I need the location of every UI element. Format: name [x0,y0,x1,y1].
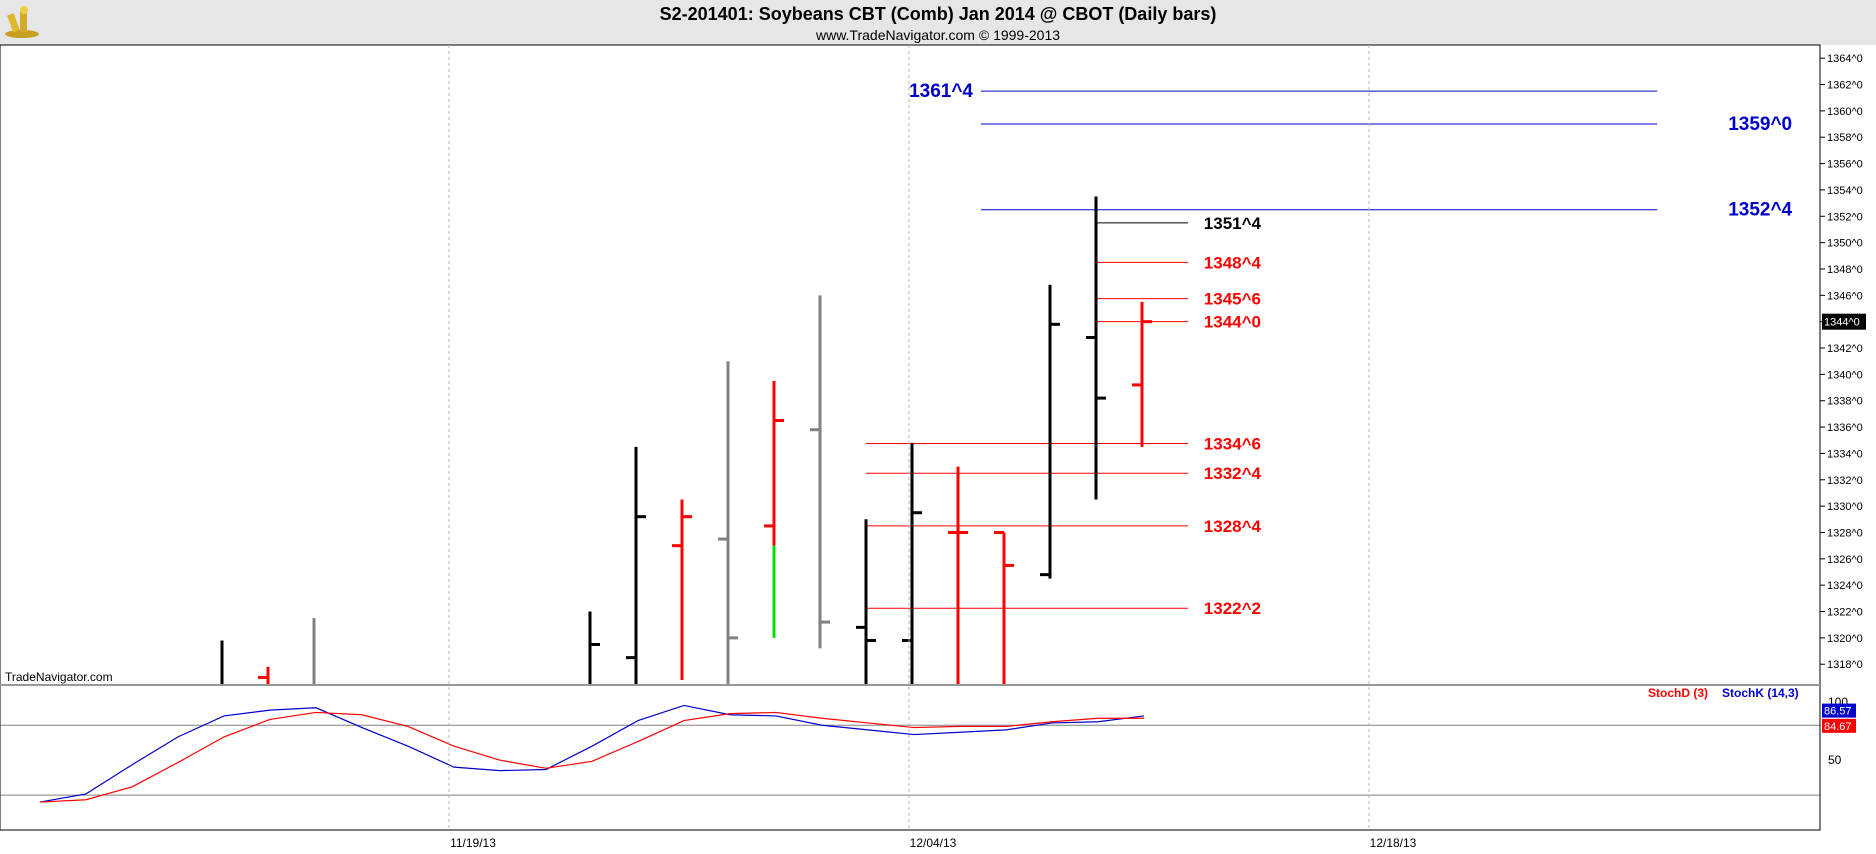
y-tick-label: 1318^0 [1827,659,1863,671]
stoch-value-badge [1822,703,1856,718]
level-label: 1348^4 [1204,253,1262,272]
stoch-y-tick-label: 50 [1828,753,1842,767]
y-tick-label: 1342^0 [1827,343,1863,355]
header-bar [0,0,1876,45]
stoch-value-label: 84.67 [1824,721,1852,733]
legend-stochk: StochK (14,3) [1722,686,1799,700]
y-tick-label: 1350^0 [1827,238,1863,250]
x-tick-label: 11/19/13 [450,836,496,850]
level-label: 1332^4 [1204,464,1262,483]
y-tick-label: 1324^0 [1827,580,1863,592]
y-tick-label: 1360^0 [1827,106,1863,118]
chart-subtitle: www.TradeNavigator.com © 1999-2013 [815,27,1060,43]
chart-title: S2-201401: Soybeans CBT (Comb) Jan 2014 … [660,4,1217,24]
series-line-stochk [39,704,1145,803]
y-tick-label: 1328^0 [1827,527,1863,539]
y-tick-label: 1326^0 [1827,554,1863,566]
y-tick-label: 1348^0 [1827,264,1863,276]
y-tick-label: 1320^0 [1827,633,1863,645]
x-tick-label: 12/18/13 [1370,836,1417,850]
y-tick-label: 1356^0 [1827,159,1863,171]
y-tick-label: 1352^0 [1827,211,1863,223]
level-label: 1328^4 [1204,517,1262,536]
level-label: 1359^0 [1728,114,1792,135]
watermark: TradeNavigator.com [5,670,113,684]
axes: 11/19/13 12/04/13 12/18/13 1318^0 1320^0 1322… [0,44,1866,850]
stoch-value-label: 86.57 [1824,706,1852,718]
y-tick-label: 1362^0 [1827,80,1863,92]
current-price-badge [1822,313,1866,330]
y-tick-label: 1336^0 [1827,422,1863,434]
y-tick-label: 1334^0 [1827,448,1863,460]
current-price-label: 1344^0 [1824,317,1860,329]
level-label: 1344^0 [1204,313,1261,332]
level-label: 1334^6 [1204,435,1261,454]
stoch-value-badge [1822,718,1856,733]
level-label: 1352^4 [1728,200,1792,221]
plot-frame [0,44,1821,831]
level-label: 1351^4 [1204,214,1262,233]
stochastic-pane: StochD (3) StochK (14,3) [0,686,1820,803]
y-tick-label: 1364^0 [1827,53,1863,65]
y-tick-label: 1340^0 [1827,369,1863,381]
y-tick-label: 1330^0 [1827,501,1863,513]
trade-navigator-logo-icon [5,6,39,38]
level-label: 1361^4 [909,81,973,102]
series-line-stochd [39,711,1144,803]
price-pane: 1361^4 1359^0 1352^4 1351^4 1348^4 1345^6 1344… [220,81,1793,684]
y-tick-label: 1354^0 [1827,185,1863,197]
level-label: 1322^2 [1204,599,1261,618]
level-label: 1345^6 [1204,290,1261,309]
legend-stochd: StochD (3) [1648,686,1708,700]
y-tick-label: 1358^0 [1827,132,1863,144]
y-tick-label: 1346^0 [1827,290,1863,302]
y-tick-label: 1338^0 [1827,396,1863,408]
y-tick-label: 1322^0 [1827,607,1863,619]
x-tick-label: 12/04/13 [910,836,957,850]
y-tick-label: 1332^0 [1827,475,1863,487]
